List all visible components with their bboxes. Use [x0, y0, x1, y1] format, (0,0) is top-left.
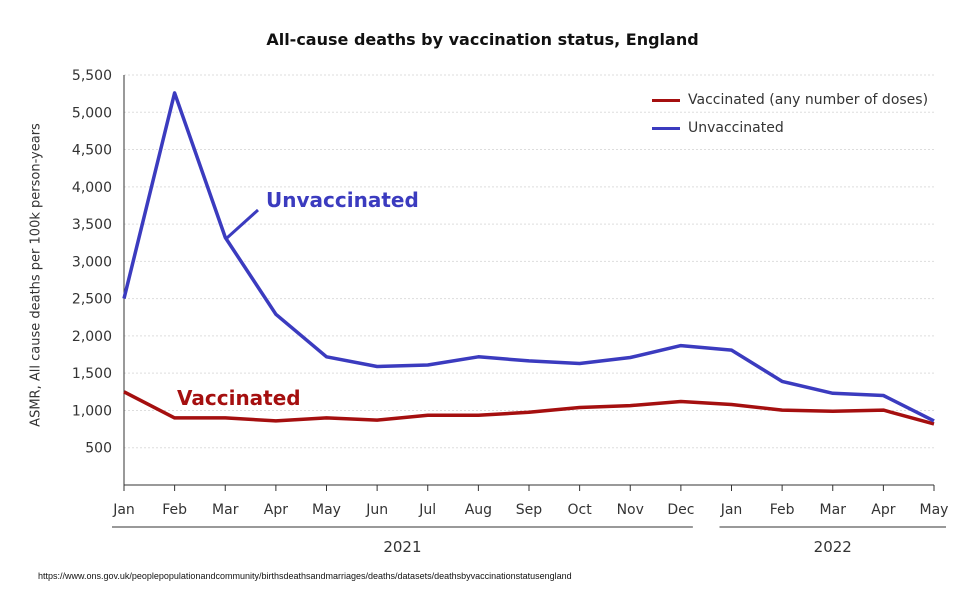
legend: Vaccinated (any number of doses) Unvacci… — [652, 86, 928, 142]
x-tick-label: Mar — [212, 502, 239, 518]
y-tick-label: 4,500 — [72, 143, 112, 159]
x-tick-label: Sep — [516, 502, 543, 518]
legend-swatch-unvaccinated — [652, 126, 680, 130]
x-tick-label: May — [920, 502, 949, 518]
x-tick-label: Apr — [871, 502, 895, 518]
x-tick-label: May — [312, 502, 341, 518]
x-tick-label: Aug — [465, 502, 492, 518]
legend-item-unvaccinated: Unvaccinated — [652, 114, 928, 142]
x-tick-label: Jan — [112, 502, 135, 518]
legend-swatch-vaccinated — [652, 98, 680, 102]
series-line-vaccinated — [123, 390, 935, 426]
legend-label-unvaccinated: Unvaccinated — [688, 120, 784, 136]
y-tick-label: 1,500 — [72, 366, 112, 382]
series-line-unvaccinated — [122, 91, 935, 423]
y-tick-label: 2,500 — [72, 292, 112, 308]
x-tick-label: Oct — [568, 502, 593, 518]
annotation-unvaccinated: Unvaccinated — [266, 188, 419, 212]
year-label: 2022 — [814, 538, 852, 556]
y-tick-label: 3,500 — [72, 217, 112, 233]
x-tick-label: Nov — [617, 502, 644, 518]
year-label: 2021 — [383, 538, 421, 556]
legend-item-vaccinated: Vaccinated (any number of doses) — [652, 86, 928, 114]
y-tick-label: 3,000 — [72, 254, 112, 270]
y-tick-label: 1,000 — [72, 403, 112, 419]
x-tick-label: Feb — [770, 502, 795, 518]
y-tick-label: 4,000 — [72, 180, 112, 196]
x-tick-label: Dec — [667, 502, 694, 518]
x-tick-label: Jul — [418, 502, 436, 518]
x-tick-label: Mar — [820, 502, 847, 518]
y-tick-label: 2,000 — [72, 329, 112, 345]
y-tick-label: 5,500 — [72, 68, 112, 84]
y-tick-label: 5,000 — [72, 105, 112, 121]
y-tick-label: 500 — [85, 441, 112, 457]
annotation-leader-line — [224, 208, 260, 241]
x-tick-label: Feb — [162, 502, 187, 518]
x-tick-label: Apr — [264, 502, 288, 518]
source-link[interactable]: https://www.ons.gov.uk/peoplepopulationa… — [38, 571, 572, 581]
x-tick-label: Jun — [365, 502, 388, 518]
x-tick-label: Jan — [720, 502, 743, 518]
legend-label-vaccinated: Vaccinated (any number of doses) — [688, 92, 929, 108]
chart-title: All-cause deaths by vaccination status, … — [266, 30, 699, 49]
annotation-vaccinated: Vaccinated — [177, 386, 301, 410]
